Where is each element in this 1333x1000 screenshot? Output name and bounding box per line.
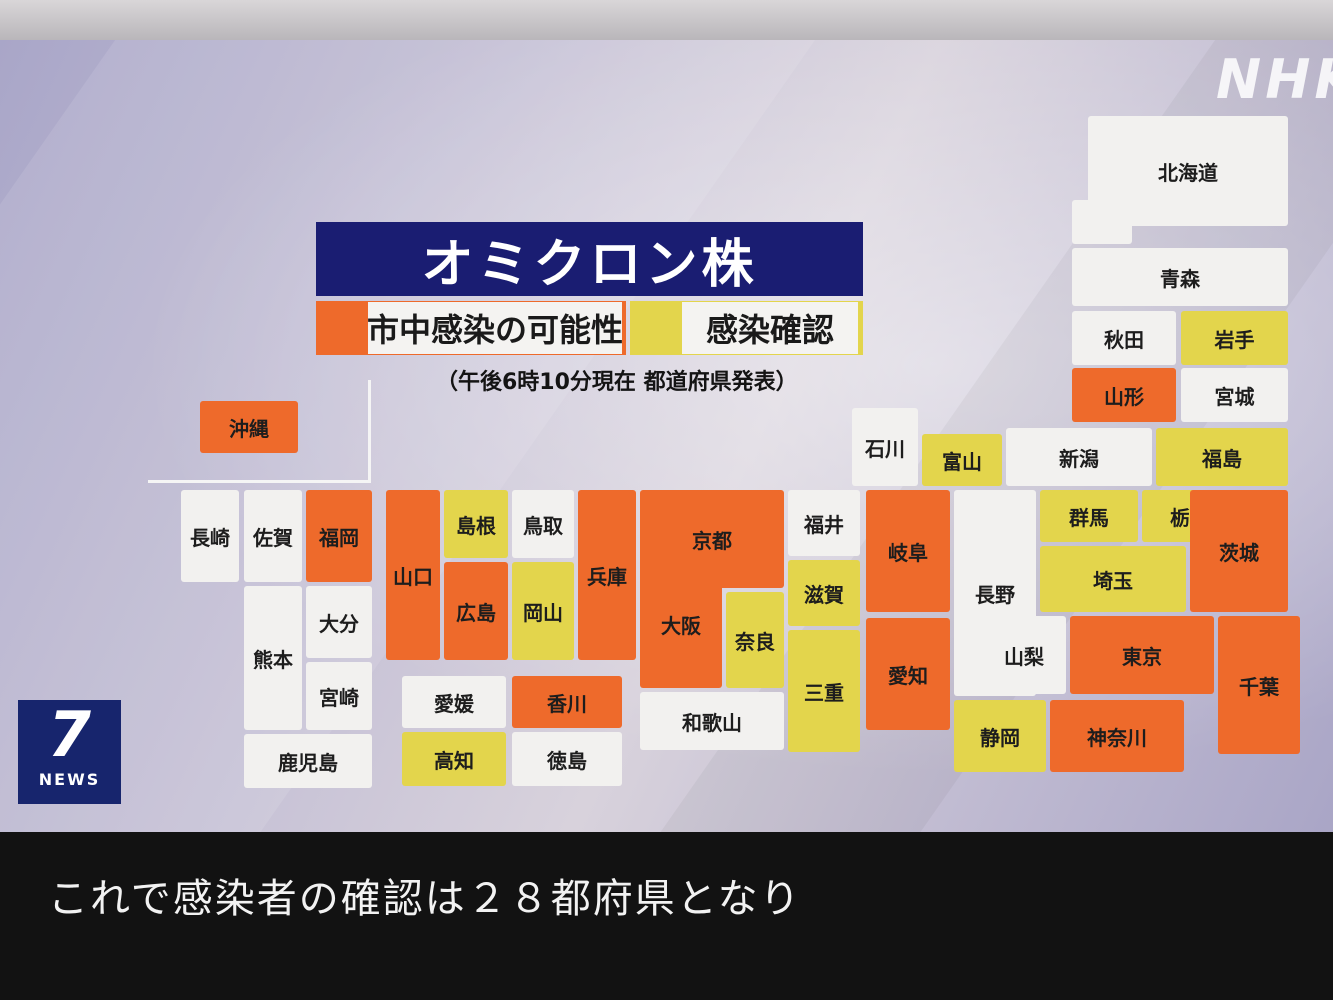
pref-shimane: 島根 <box>444 490 508 558</box>
legend-label-confirmed: 感染確認 <box>682 302 858 354</box>
pref-osaka: 大阪 <box>640 560 722 688</box>
pref-okinawa: 沖縄 <box>200 401 298 453</box>
pref-yamanashi: 山梨 <box>982 616 1066 694</box>
pref-nagasaki: 長崎 <box>181 490 239 582</box>
pref-gifu: 岐阜 <box>866 490 950 612</box>
news7-number: 7 <box>47 698 92 771</box>
pref-yamagata: 山形 <box>1072 368 1176 422</box>
pref-oita: 大分 <box>306 586 372 658</box>
pref-mie: 三重 <box>788 630 860 752</box>
pref-shiga: 滋賀 <box>788 560 860 626</box>
pref-toyama: 富山 <box>922 434 1002 486</box>
subtitle-caption: これで感染者の確認は２８都府県となり <box>48 876 802 922</box>
pref-gunma: 群馬 <box>1040 490 1138 542</box>
pref-akita: 秋田 <box>1072 311 1176 365</box>
pref-wakayama: 和歌山 <box>640 692 784 750</box>
news7-text: NEWS <box>38 770 101 789</box>
pref-saitama: 埼玉 <box>1040 546 1186 612</box>
pref-kanagawa: 神奈川 <box>1050 700 1184 772</box>
pref-tottori: 鳥取 <box>512 490 574 558</box>
pref-chiba: 千葉 <box>1218 616 1300 754</box>
pref-tokyo: 東京 <box>1070 616 1214 694</box>
pref-fukui: 福井 <box>788 490 860 556</box>
pref-kumamoto: 熊本 <box>244 586 302 730</box>
pref-saga: 佐賀 <box>244 490 302 582</box>
device-bezel <box>0 0 1333 40</box>
pref-yamaguchi: 山口 <box>386 490 440 660</box>
pref-ibaraki: 茨城 <box>1190 490 1288 612</box>
pref-fukuoka: 福岡 <box>306 490 372 582</box>
pref-kagawa: 香川 <box>512 676 622 728</box>
pref-fukushima: 福島 <box>1156 428 1288 486</box>
nhk-logo: NHK <box>1216 48 1333 111</box>
pref-hiroshima: 広島 <box>444 562 508 660</box>
pref-aomori: 青森 <box>1072 248 1288 306</box>
pref-nara: 奈良 <box>726 592 784 688</box>
news7-logo: 7 NEWS <box>18 700 121 804</box>
okinawa-divider <box>368 380 371 482</box>
pref-ishikawa: 石川 <box>852 408 918 486</box>
pref-niigata: 新潟 <box>1006 428 1152 486</box>
pref-ehime: 愛媛 <box>402 676 506 728</box>
legend-note: （午後6時10分現在 都道府県発表） <box>436 370 798 395</box>
pref-kochi: 高知 <box>402 732 506 786</box>
legend-label-community-spread: 市中感染の可能性 <box>367 302 623 354</box>
pref-kagoshima: 鹿児島 <box>244 734 372 788</box>
pref-okayama: 岡山 <box>512 562 574 660</box>
pref-hyogo: 兵庫 <box>578 490 636 660</box>
okinawa-divider <box>148 480 371 483</box>
pref-tokushima: 徳島 <box>512 732 622 786</box>
pref-aichi: 愛知 <box>866 618 950 730</box>
subtitle-bar <box>0 832 1333 1000</box>
pref-hokkaido-tail <box>1072 200 1132 244</box>
pref-iwate: 岩手 <box>1181 311 1288 365</box>
pref-shizuoka: 静岡 <box>954 700 1046 772</box>
pref-miyagi: 宮城 <box>1181 368 1288 422</box>
pref-miyazaki: 宮崎 <box>306 662 372 730</box>
map-title: オミクロン株 <box>316 222 863 296</box>
